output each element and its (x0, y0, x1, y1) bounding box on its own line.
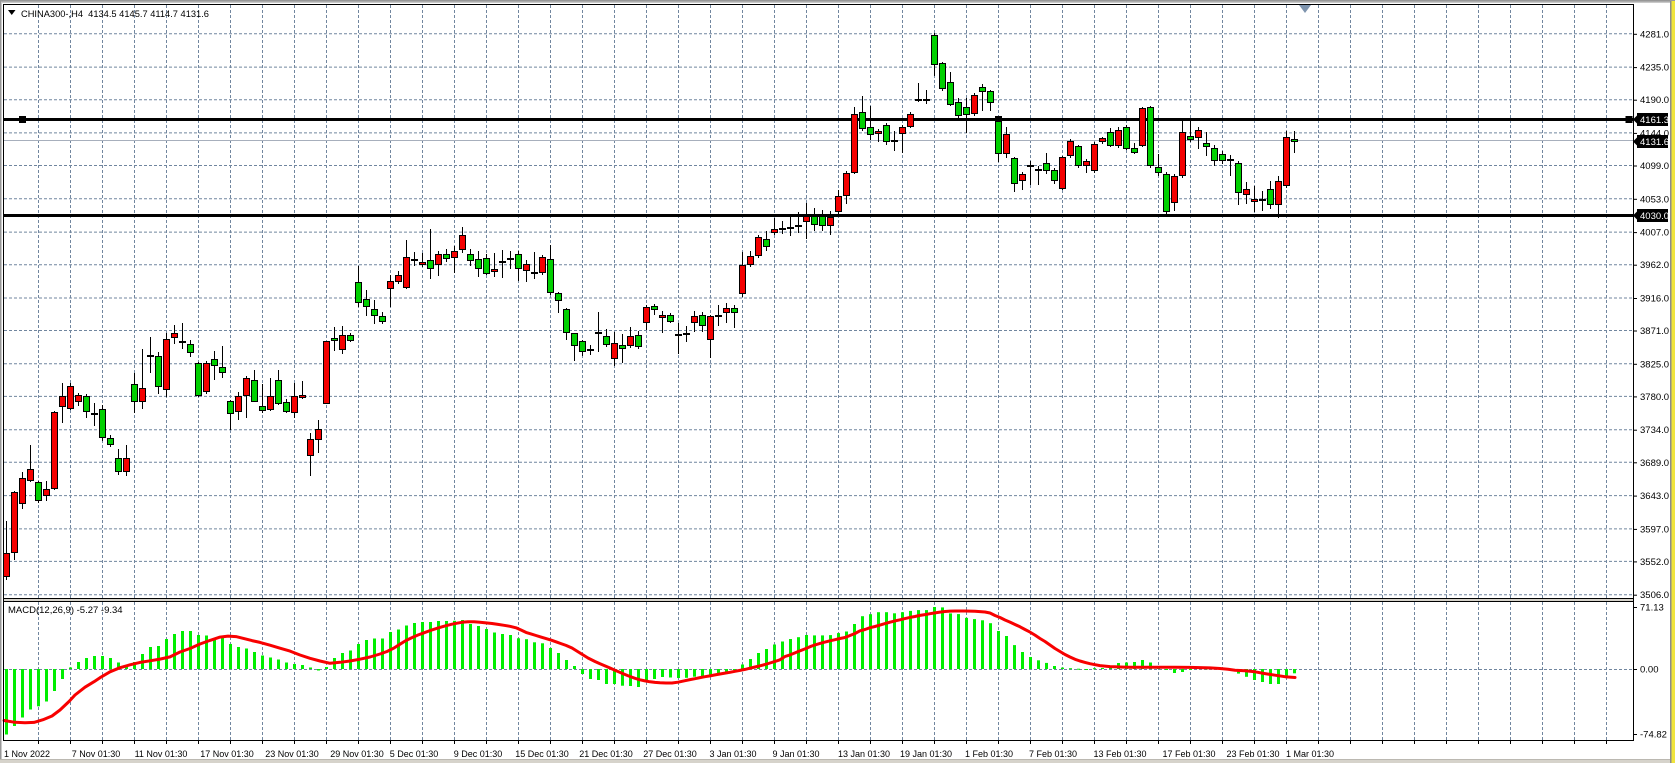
svg-text:23 Nov 01:30: 23 Nov 01:30 (265, 749, 319, 759)
svg-text:29 Nov 01:30: 29 Nov 01:30 (330, 749, 384, 759)
svg-text:17 Feb 01:30: 17 Feb 01:30 (1162, 749, 1215, 759)
svg-text:3506.0: 3506.0 (1640, 590, 1669, 601)
svg-text:4099.0: 4099.0 (1640, 161, 1669, 172)
svg-text:1 Mar 01:30: 1 Mar 01:30 (1286, 749, 1334, 759)
svg-text:7 Feb 01:30: 7 Feb 01:30 (1029, 749, 1077, 759)
svg-text:3962.0: 3962.0 (1640, 260, 1669, 271)
svg-text:3552.0: 3552.0 (1640, 557, 1669, 568)
svg-text:4053.0: 4053.0 (1640, 194, 1669, 205)
svg-text:3689.0: 3689.0 (1640, 458, 1669, 469)
svg-text:71.13: 71.13 (1640, 603, 1664, 614)
svg-text:7 Nov 01:30: 7 Nov 01:30 (72, 749, 121, 759)
svg-text:3825.0: 3825.0 (1640, 359, 1669, 370)
svg-text:11 Nov 01:30: 11 Nov 01:30 (135, 749, 188, 759)
svg-text:3 Jan 01:30: 3 Jan 01:30 (709, 749, 756, 759)
svg-text:23 Feb 01:30: 23 Feb 01:30 (1226, 749, 1279, 759)
svg-text:4131.6: 4131.6 (1640, 137, 1669, 148)
svg-text:3780.0: 3780.0 (1640, 392, 1669, 403)
svg-text:1 Nov 2022: 1 Nov 2022 (4, 749, 50, 759)
svg-text:5 Dec 01:30: 5 Dec 01:30 (390, 749, 439, 759)
svg-text:MACD(12,26,9) -5.27 -9.34: MACD(12,26,9) -5.27 -9.34 (8, 605, 123, 616)
svg-text:4144.0: 4144.0 (1640, 128, 1669, 139)
svg-text:15 Dec 01:30: 15 Dec 01:30 (515, 749, 569, 759)
svg-text:3597.0: 3597.0 (1640, 524, 1669, 535)
svg-text:19 Jan 01:30: 19 Jan 01:30 (900, 749, 952, 759)
svg-text:4190.0: 4190.0 (1640, 95, 1669, 106)
svg-text:4281.0: 4281.0 (1640, 29, 1669, 40)
svg-text:17 Nov 01:30: 17 Nov 01:30 (200, 749, 254, 759)
svg-text:4235.0: 4235.0 (1640, 63, 1669, 74)
svg-text:3871.0: 3871.0 (1640, 326, 1669, 337)
svg-text:13 Feb 01:30: 13 Feb 01:30 (1093, 749, 1146, 759)
svg-text:0.00: 0.00 (1640, 665, 1659, 676)
svg-text:1 Feb 01:30: 1 Feb 01:30 (965, 749, 1013, 759)
svg-text:-74.82: -74.82 (1640, 730, 1667, 741)
svg-text:4007.0: 4007.0 (1640, 228, 1669, 239)
svg-text:13 Jan 01:30: 13 Jan 01:30 (838, 749, 890, 759)
svg-text:3916.0: 3916.0 (1640, 294, 1669, 305)
svg-text:CHINA300-,H4 4134.5 4145.7 41: CHINA300-,H4 4134.5 4145.7 4114.7 4131.6 (21, 9, 209, 19)
svg-text:4161.3: 4161.3 (1640, 115, 1669, 126)
svg-text:3643.0: 3643.0 (1640, 491, 1669, 502)
svg-text:27 Dec 01:30: 27 Dec 01:30 (643, 749, 697, 759)
svg-text:3734.0: 3734.0 (1640, 425, 1669, 436)
svg-text:9 Dec 01:30: 9 Dec 01:30 (454, 749, 503, 759)
svg-text:4030.0: 4030.0 (1640, 211, 1669, 222)
svg-text:9 Jan 01:30: 9 Jan 01:30 (772, 749, 819, 759)
svg-text:21 Dec 01:30: 21 Dec 01:30 (579, 749, 633, 759)
